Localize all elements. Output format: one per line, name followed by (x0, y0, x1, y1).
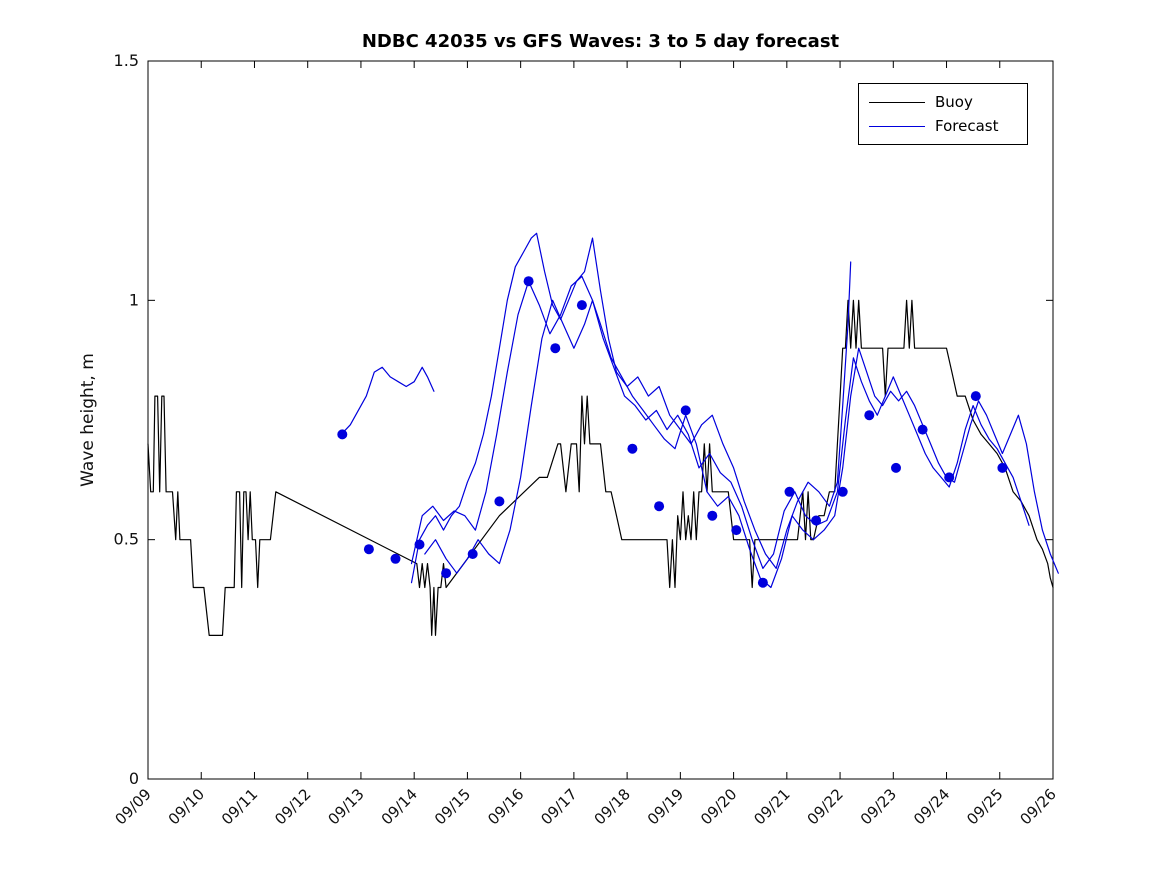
forecast-marker (627, 443, 638, 454)
x-tick-label: 09/19 (644, 785, 687, 828)
x-tick-label: 09/09 (112, 785, 155, 828)
forecast-marker (917, 424, 928, 435)
legend-forecast-label: Forecast (935, 117, 999, 135)
y-tick-label: 1.5 (114, 51, 139, 70)
forecast-marker (864, 410, 875, 421)
forecast-marker (997, 462, 1008, 473)
forecast-marker (390, 553, 401, 564)
forecast-segment-1-line (340, 366, 435, 435)
forecast-run-c-line (424, 299, 1059, 589)
legend-item-buoy: Buoy (859, 90, 1027, 114)
x-tick-label: 09/12 (271, 785, 314, 828)
forecast-marker (363, 544, 374, 555)
legend: Buoy Forecast (858, 83, 1028, 145)
forecast-marker (757, 577, 768, 588)
legend-item-forecast: Forecast (859, 114, 1027, 138)
forecast-marker (731, 525, 742, 536)
forecast-marker (784, 486, 795, 497)
y-tick-label: 1 (129, 290, 139, 309)
x-tick-label: 09/10 (165, 785, 208, 828)
x-tick-label: 09/15 (431, 785, 474, 828)
x-tick-label: 09/11 (218, 785, 261, 828)
legend-buoy-label: Buoy (935, 93, 973, 111)
forecast-marker (523, 276, 534, 287)
axes-box (147, 60, 1054, 780)
forecast-marker (337, 429, 348, 440)
forecast-run-b-line (410, 275, 1030, 570)
forecast-marker (441, 568, 452, 579)
x-tick-label: 09/16 (484, 785, 527, 828)
x-tick-label: 09/25 (963, 785, 1006, 828)
x-tick-label: 09/21 (750, 785, 793, 828)
legend-buoy-line-sample (869, 101, 925, 103)
x-tick-label: 09/20 (697, 785, 740, 828)
forecast-marker (680, 405, 691, 416)
forecast-marker (944, 472, 955, 483)
x-tick-label: 09/23 (857, 785, 900, 828)
forecast-marker (837, 486, 848, 497)
forecast-marker (891, 462, 901, 473)
forecast-marker (707, 510, 718, 521)
forecast-marker (414, 539, 425, 550)
x-tick-label: 09/18 (591, 785, 634, 828)
legend-forecast-line-sample (869, 125, 925, 127)
x-tick-label: 09/13 (324, 785, 367, 828)
y-tick-label: 0.5 (114, 530, 139, 549)
forecast-marker (550, 343, 561, 354)
forecast-marker (654, 501, 665, 512)
forecast-run-a-line (410, 232, 852, 584)
y-tick-label: 0 (129, 769, 139, 788)
x-tick-label: 09/17 (537, 785, 580, 828)
forecast-marker (467, 549, 478, 559)
x-tick-label: 09/22 (804, 785, 847, 828)
forecast-marker (494, 496, 505, 507)
forecast-marker (970, 391, 981, 402)
chart-title: NDBC 42035 vs GFS Waves: 3 to 5 day fore… (361, 31, 840, 52)
y-axis-label: Wave height, m (78, 353, 98, 487)
forecast-marker (811, 515, 822, 526)
x-tick-label: 09/24 (910, 785, 953, 828)
x-tick-label: 09/14 (378, 785, 421, 828)
forecast-marker (576, 300, 587, 311)
x-tick-label: 09/26 (1017, 785, 1060, 828)
buoy-line (147, 299, 1054, 637)
